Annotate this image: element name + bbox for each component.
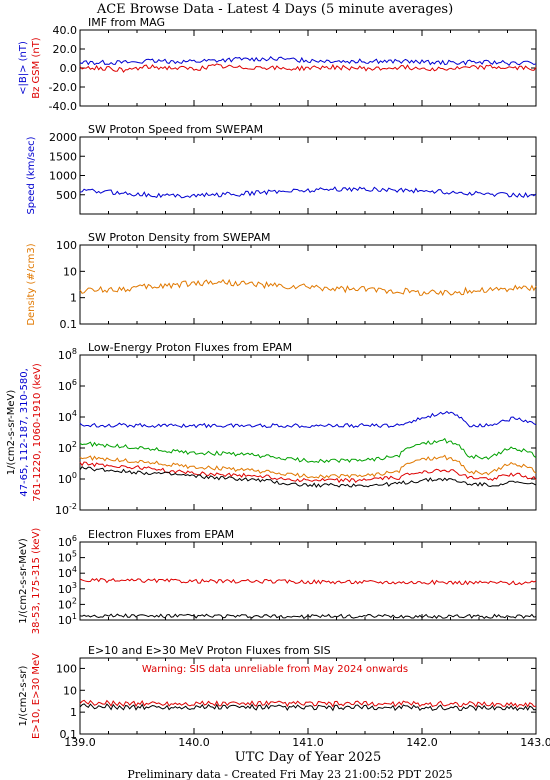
series-line [79, 437, 537, 464]
y-tick-label: 100 [56, 239, 77, 252]
x-tick-label: 140.0 [178, 736, 210, 749]
y-tick-label: 2000 [49, 131, 77, 144]
y-tick-label: -40.0 [49, 100, 77, 113]
y-tick-label: 1500 [49, 150, 77, 163]
series-line [79, 461, 537, 484]
x-tick-label: 141.0 [292, 736, 324, 749]
y-tick-label: 1 [70, 292, 77, 305]
y-tick-label: 10 [63, 265, 77, 278]
y-tick-label: 108 [58, 347, 77, 362]
y-tick-label: 1 [70, 706, 77, 719]
series-line [79, 703, 537, 712]
y-tick-label: 102 [58, 440, 77, 455]
y-axis-label: 1/(cm2-s-sr-MeV) [18, 538, 29, 624]
y-axis-label: 1/(cm2-s-sr-MeV) [6, 390, 17, 476]
series-line [79, 186, 537, 199]
warning-annotation: Warning: SIS data unreliable from May 20… [142, 664, 408, 675]
y-tick-label: 104 [58, 409, 77, 424]
series-line [79, 410, 537, 429]
y-axis-label: 1/(cm2-s-sr) [18, 665, 29, 726]
series-line [79, 613, 537, 620]
panel-title: SW Proton Speed from SWEPAM [88, 123, 263, 136]
series-line [79, 465, 537, 489]
y-tick-label: 102 [58, 596, 77, 611]
panels: IMF from MAG 40.0 20.0 0.0 -20.0 -40.0 <|B|> (… [6, 16, 537, 741]
series-line [79, 63, 537, 73]
y-axis-label: E>10, E>30 MeV [31, 653, 42, 739]
y-tick-label: 40.0 [53, 24, 78, 37]
y-tick-label: 1000 [49, 170, 77, 183]
series-line [79, 56, 537, 67]
panel-frame [79, 136, 537, 215]
y-tick-label: 100 [56, 662, 77, 675]
y-tick-label: 103 [58, 581, 77, 596]
x-tick-label: 143.0 [520, 736, 550, 749]
y-tick-label: 106 [58, 534, 77, 549]
x-tick-label: 139.0 [64, 736, 96, 749]
series-line [79, 454, 537, 479]
x-tick-labels: 139.0 140.0 141.0 142.0 143.0 [64, 736, 550, 749]
panel-title: E>10 and E>30 MeV Proton Fluxes from SIS [88, 644, 331, 657]
y-tick-label: 101 [58, 612, 77, 627]
chart-title: ACE Browse Data - Latest 4 Days (5 minut… [96, 2, 453, 17]
y-tick-label: 0.1 [60, 318, 78, 331]
panel-title: IMF from MAG [88, 16, 165, 29]
y-axis-label: Speed (km/sec) [26, 136, 37, 214]
panel-title: SW Proton Density from SWEPAM [88, 231, 270, 244]
y-tick-label: 20.0 [53, 43, 78, 56]
y-axis-label: 47-65, 112-187, 310-580, [19, 368, 30, 497]
series-line [79, 699, 537, 708]
series-line [79, 578, 537, 586]
y-tick-label: 10 [63, 684, 77, 697]
series-line [79, 278, 537, 297]
panel-title: Electron Fluxes from EPAM [88, 528, 234, 541]
y-tick-label: 10-2 [55, 502, 77, 517]
y-tick-label: 106 [58, 378, 77, 393]
y-axis-label: 761-1220, 1060-1910 (keV) [32, 363, 43, 502]
panel-title: Low-Energy Proton Fluxes from EPAM [88, 341, 292, 354]
y-tick-label: 100 [58, 471, 77, 486]
y-axis-label: <|B|> (nT) [18, 41, 29, 95]
y-axis-label: 38-53, 175-315 (keV) [31, 528, 42, 635]
footer-text: Preliminary data - Created Fri May 23 21… [127, 768, 452, 780]
y-tick-label: 0.0 [60, 62, 78, 75]
y-tick-label: 500 [56, 189, 77, 202]
y-tick-label: 104 [58, 565, 77, 580]
y-axis-label: Density (#/cm3) [26, 243, 37, 325]
y-tick-label: 105 [58, 550, 77, 565]
x-axis-label: UTC Day of Year 2025 [235, 750, 381, 765]
y-tick-label: 0.1 [60, 728, 78, 741]
y-axis-label: Bz GSM (nT) [31, 37, 42, 99]
x-tick-label: 142.0 [406, 736, 438, 749]
y-tick-label: -20.0 [49, 81, 77, 94]
